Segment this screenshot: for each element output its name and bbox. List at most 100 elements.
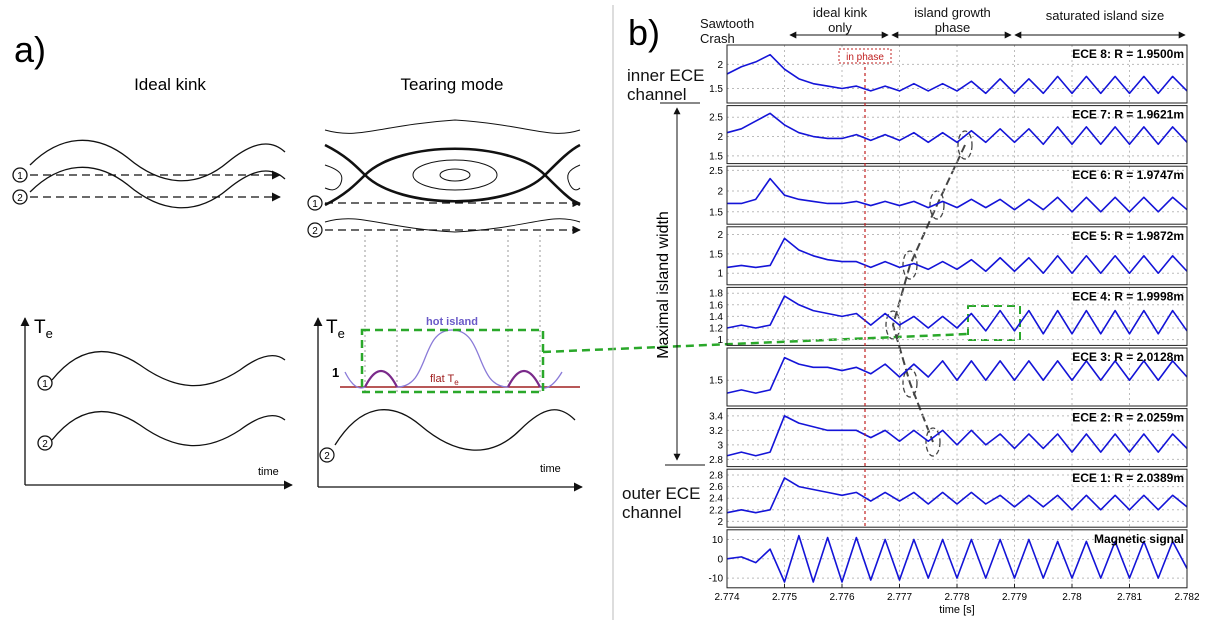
y-tick-label: 0 <box>717 554 723 565</box>
marker-label: 1 <box>42 379 48 390</box>
annotation: hot island <box>426 316 478 328</box>
ideal-kink-diagram <box>12 139 293 490</box>
y-tick-label: 2.2 <box>709 505 723 516</box>
marker-label: 1 <box>312 199 318 210</box>
axis-label: T <box>326 317 338 338</box>
plot-frame <box>726 226 1188 286</box>
y-tick-label: 1.2 <box>709 324 723 335</box>
x-tick-label: 2.776 <box>829 592 854 603</box>
y-tick-label: 1.5 <box>709 84 723 95</box>
series-name: ECE 4: R = 1.9998m <box>1072 289 1184 303</box>
annotation: flat Te <box>430 373 459 387</box>
y-tick-label: 1.5 <box>709 207 723 218</box>
tearing-diagram <box>307 119 583 492</box>
marker-label: 1 <box>332 365 339 380</box>
x-tick-label: 2.782 <box>1174 592 1199 603</box>
phase-label: saturated island size <box>1045 8 1165 23</box>
plot-frame <box>726 165 1188 225</box>
signal <box>726 295 1188 335</box>
y-tick-label: 2 <box>717 187 723 198</box>
y-tick-label: 2.5 <box>709 113 723 124</box>
series-name: ECE 1: R = 2.0389m <box>1072 471 1184 485</box>
annotation-box <box>838 48 892 64</box>
y-tick-label: 2.6 <box>709 482 723 493</box>
y-tick-label: 2.8 <box>709 471 723 482</box>
series-name: ECE 3: R = 2.0128m <box>1072 350 1184 364</box>
x-tick-label: 2.778 <box>944 592 969 603</box>
y-tick-label: 2.4 <box>709 494 723 505</box>
y-tick-label: 1.5 <box>709 376 723 387</box>
y-tick-label: 3.4 <box>709 411 723 422</box>
y-tick-label: 1.4 <box>709 312 723 323</box>
series-name: ECE 6: R = 1.9747m <box>1072 168 1184 182</box>
x-tick-label: 2.774 <box>714 592 739 603</box>
signal <box>727 177 1188 213</box>
marker-label: 2 <box>17 193 23 204</box>
y-tick-label: 1.6 <box>709 300 723 311</box>
marker-label: 1 <box>17 171 23 182</box>
signal <box>726 237 1188 275</box>
signal <box>726 356 1188 394</box>
marker-label: 2 <box>324 451 330 462</box>
panel-label: b) <box>628 12 660 53</box>
plots: 1.5 2 ECE 8: R = 1.9500m 1.5 2 2.5 ECE 7: R = … <box>709 44 1200 616</box>
signal <box>726 534 1188 583</box>
signal <box>726 53 1188 95</box>
axis-label: Te <box>326 317 345 341</box>
series-name: ECE 7: R = 1.9621m <box>1072 108 1184 122</box>
axis-label-sub: e <box>338 326 345 341</box>
plot-frame <box>726 286 1188 346</box>
annotation: outer ECE channel <box>622 484 701 522</box>
axis-label: Te <box>34 317 53 341</box>
y-tick-label: 2 <box>717 517 723 528</box>
annotation: flat T <box>430 373 455 385</box>
axis-label: time <box>540 463 561 475</box>
plot-frame <box>726 44 1188 104</box>
annotation: in phase <box>846 52 884 63</box>
annotation: Maximal island width <box>655 211 672 359</box>
y-tick-label: 10 <box>712 535 724 546</box>
series-name: ECE 2: R = 2.0259m <box>1072 411 1184 425</box>
y-tick-label: 2 <box>717 60 723 71</box>
island-trace <box>885 130 973 457</box>
x-tick-label: 2.78 <box>1062 592 1082 603</box>
x-tick-label: 2.781 <box>1117 592 1142 603</box>
plot-frame <box>726 468 1188 528</box>
y-tick-label: 2.5 <box>709 166 723 177</box>
signal <box>726 415 1188 457</box>
axis-label: time <box>258 466 279 478</box>
y-tick-label: 2 <box>717 132 723 143</box>
y-tick-label: 3.2 <box>709 426 723 437</box>
axis-label-sub: e <box>46 326 53 341</box>
marker-label: 2 <box>42 439 48 450</box>
y-tick-label: 1.5 <box>709 249 723 260</box>
panel-title: Ideal kink <box>134 75 206 94</box>
panel-label: a) <box>14 29 46 70</box>
panel-title: Tearing mode <box>400 75 503 94</box>
y-tick-label: 2 <box>717 230 723 241</box>
marker-label: 2 <box>312 226 318 237</box>
y-tick-label: 1.8 <box>709 289 723 300</box>
phase-arrows <box>660 31 1186 466</box>
annotation-sub: e <box>454 378 459 387</box>
phase-label: ideal kink only <box>812 5 868 35</box>
y-tick-label: 2.8 <box>709 455 723 466</box>
x-tick-label: 2.777 <box>887 592 912 603</box>
y-tick-label: -10 <box>709 574 724 585</box>
phase-label: island growth phase <box>914 5 991 35</box>
phase-label: Sawtooth Crash <box>700 16 755 46</box>
y-tick-label: 1 <box>717 269 723 280</box>
signal <box>726 112 1188 146</box>
signal <box>726 477 1188 514</box>
annotation: inner ECE channel <box>627 66 705 104</box>
series-name: ECE 5: R = 1.9872m <box>1072 229 1184 243</box>
series-name: ECE 8: R = 1.9500m <box>1072 47 1184 61</box>
y-tick-label: 1 <box>717 335 723 346</box>
plot-frame <box>726 105 1188 165</box>
axis-label: T <box>34 317 46 338</box>
x-tick-label: 2.779 <box>1002 592 1027 603</box>
plot-frame <box>726 408 1188 468</box>
x-tick-label: 2.775 <box>772 592 797 603</box>
